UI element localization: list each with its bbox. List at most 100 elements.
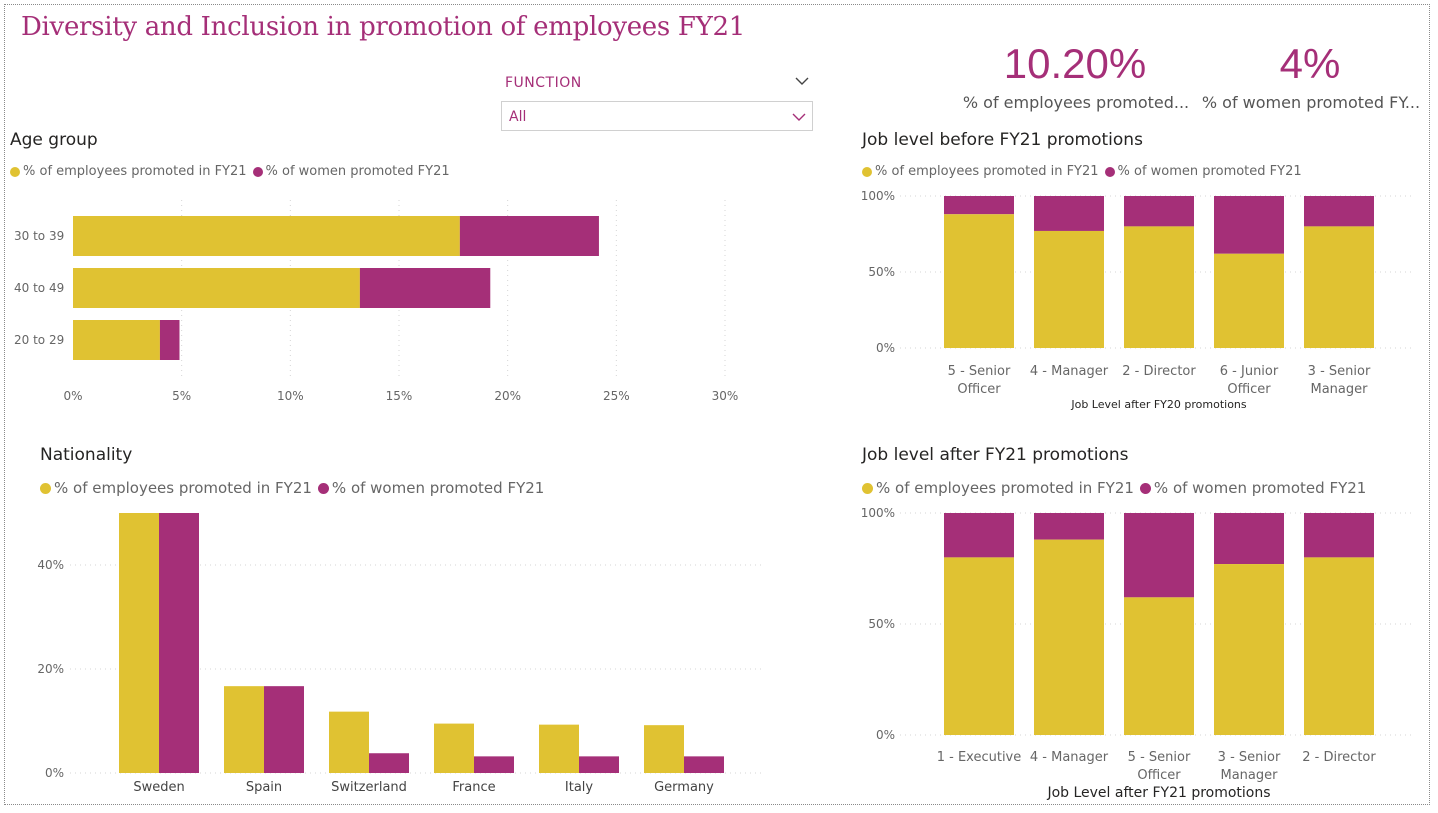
legend-item-women[interactable]: % of women promoted FY21 <box>317 479 545 497</box>
bar-employees <box>1124 597 1194 735</box>
x-tick-label: 6 - Junior <box>1220 364 1279 379</box>
legend-label-women: % of women promoted FY21 <box>1153 479 1367 497</box>
x-tick-label: 30% <box>712 389 739 403</box>
y-tick-label: 100% <box>861 506 895 520</box>
bar-employees <box>434 723 474 773</box>
legend-dot-employees <box>862 482 873 494</box>
x-tick-label: 5% <box>172 389 191 403</box>
bar-employees <box>224 686 264 773</box>
legend-item-women[interactable]: % of women promoted FY21 <box>252 164 450 179</box>
x-tick-label: 4 - Manager <box>1030 364 1109 379</box>
legend-item-employees[interactable]: % of employees promoted in FY21 <box>40 479 312 497</box>
legend-dot-employees <box>862 166 872 177</box>
x-tick-label: 15% <box>386 389 413 403</box>
job-after-chart-legend: % of employees promoted in FY21 % of wom… <box>862 479 1372 497</box>
nationality-chart-legend: % of employees promoted in FY21 % of wom… <box>40 479 550 497</box>
legend-dot-women <box>252 166 263 177</box>
x-tick-label: Officer <box>1227 382 1271 397</box>
function-slicer-dropdown[interactable]: All <box>501 101 813 131</box>
legend-label-employees: % of employees promoted in FY21 <box>23 164 247 179</box>
y-tick-label: 40 to 49 <box>14 281 64 295</box>
kpi-employees-label: % of employees promoted... <box>962 93 1190 112</box>
bar-employees <box>944 557 1014 735</box>
bar-women <box>944 513 1014 558</box>
bar-women <box>459 216 599 256</box>
x-tick-label: 5 - Senior <box>948 364 1011 379</box>
bar-women <box>1124 196 1194 227</box>
bar-women <box>1034 196 1104 231</box>
chevron-down-icon[interactable] <box>795 74 809 88</box>
page-title: Diversity and Inclusion in promotion of … <box>21 12 745 42</box>
bar-women <box>159 320 180 360</box>
bar-employees <box>644 725 684 773</box>
chevron-down-icon <box>792 113 806 121</box>
bar-women <box>359 268 491 308</box>
bar-women <box>1214 513 1284 565</box>
kpi-women-label: % of women promoted FY... <box>1201 93 1421 112</box>
bar-employees <box>1214 564 1284 735</box>
legend-dot-women <box>317 482 329 494</box>
bar-women <box>369 753 409 773</box>
function-slicer-title: FUNCTION <box>505 75 582 91</box>
bar-women <box>1124 513 1194 598</box>
y-tick-label: 0% <box>876 341 895 355</box>
bar-women <box>159 513 199 773</box>
x-axis-title: Job Level after FY21 promotions <box>1046 785 1270 801</box>
bar-employees <box>539 724 579 773</box>
legend-item-women[interactable]: % of women promoted FY21 <box>1104 164 1302 179</box>
legend-label-women: % of women promoted FY21 <box>1117 164 1302 179</box>
x-tick-label: 0% <box>63 389 82 403</box>
legend-label-women: % of women promoted FY21 <box>331 479 545 497</box>
bar-employees <box>944 214 1014 348</box>
legend-item-employees[interactable]: % of employees promoted in FY21 <box>862 479 1134 497</box>
bar-employees <box>1034 539 1104 735</box>
y-tick-label: 0% <box>45 766 64 780</box>
job-level-before-chart: 0% 50% 100% 5 - Senior Officer 4 - Manager 2 -… <box>861 189 1415 411</box>
x-tick-label: 4 - Manager <box>1030 750 1109 765</box>
bar-employees <box>1304 557 1374 735</box>
legend-dot-employees <box>40 482 51 494</box>
x-tick-label: 25% <box>603 389 630 403</box>
y-tick-label: 30 to 39 <box>14 229 64 243</box>
x-tick-label: Germany <box>654 780 714 795</box>
function-slicer-value: All <box>509 109 527 125</box>
legend-item-employees[interactable]: % of employees promoted in FY21 <box>10 164 247 179</box>
bar-employees <box>329 711 369 773</box>
legend-label-women: % of women promoted FY21 <box>265 164 450 179</box>
bar-employees <box>1304 226 1374 348</box>
y-tick-label: 40% <box>37 558 64 572</box>
x-tick-label: Manager <box>1311 382 1369 397</box>
legend-item-women[interactable]: % of women promoted FY21 <box>1139 479 1367 497</box>
bar-women <box>1304 513 1374 558</box>
bar-women <box>1214 196 1284 254</box>
bar-women <box>1034 513 1104 540</box>
x-tick-label: France <box>452 780 495 795</box>
legend-label-employees: % of employees promoted in FY21 <box>54 479 312 497</box>
x-tick-label: Officer <box>957 382 1001 397</box>
bar-employees <box>1124 226 1194 348</box>
y-tick-label: 50% <box>868 617 895 631</box>
nationality-chart-title: Nationality <box>40 445 133 465</box>
bar-employees <box>73 268 360 308</box>
x-tick-label: 2 - Director <box>1302 750 1376 765</box>
age-chart-legend: % of employees promoted in FY21 % of wom… <box>10 164 456 179</box>
bar-women <box>579 756 619 773</box>
age-group-chart: 0% 5% 10% 15% 20% 25% 30% 30 to 39 40 to 49 20 to… <box>14 200 739 403</box>
bar-women <box>684 756 724 773</box>
x-tick-label: Switzerland <box>331 780 407 795</box>
bar-women <box>1304 196 1374 227</box>
bar-employees <box>1034 230 1104 348</box>
x-tick-label: 10% <box>277 389 304 403</box>
bar-women <box>944 196 1014 215</box>
legend-item-employees[interactable]: % of employees promoted in FY21 <box>862 164 1099 179</box>
kpi-women-value: 4% <box>1279 40 1341 87</box>
y-tick-label: 20% <box>37 662 64 676</box>
x-tick-label: Manager <box>1221 768 1279 783</box>
job-level-after-chart: 0% 50% 100% 1 - Executive 4 - Manager 5 - Sen… <box>861 506 1415 801</box>
x-tick-label: Officer <box>1137 768 1181 783</box>
x-tick-label: Spain <box>246 780 282 795</box>
bar-employees <box>1214 253 1284 348</box>
job-before-chart-title: Job level before FY21 promotions <box>862 130 1143 150</box>
x-tick-label: 3 - Senior <box>1218 750 1281 765</box>
age-chart-title: Age group <box>10 130 98 150</box>
